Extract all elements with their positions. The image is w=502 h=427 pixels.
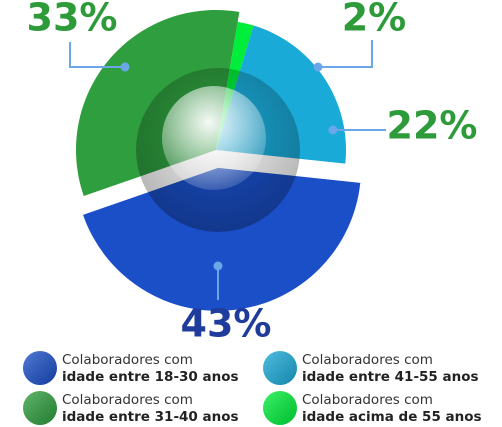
leader-dot <box>328 125 338 135</box>
legend-prefix: Colaboradores com <box>62 352 193 368</box>
leader-dot <box>213 261 223 271</box>
leader-line <box>69 42 125 68</box>
legend-swatch-shade <box>23 351 57 385</box>
center-highlight <box>162 86 266 190</box>
value-label: 33% <box>27 0 118 40</box>
leader-dot <box>313 62 323 72</box>
legend-swatch-shade <box>23 391 57 425</box>
legend-swatch-shade <box>263 391 297 425</box>
legend-swatch-shade <box>263 351 297 385</box>
legend-label: idade entre 31-40 anos <box>62 409 239 425</box>
legend-label: idade entre 41-55 anos <box>302 369 479 385</box>
value-label: 22% <box>387 104 478 148</box>
legend-prefix: Colaboradores com <box>302 352 433 368</box>
legend-prefix: Colaboradores com <box>62 392 193 408</box>
legend-prefix: Colaboradores com <box>302 392 433 408</box>
value-label: 2% <box>342 0 407 40</box>
value-label: 43% <box>181 302 272 346</box>
legend-label: idade entre 18-30 anos <box>62 369 239 385</box>
pie-slice <box>83 167 361 311</box>
leader-line <box>318 40 373 68</box>
legend-label: idade acima de 55 anos <box>302 409 482 425</box>
leader-dot <box>120 62 130 72</box>
